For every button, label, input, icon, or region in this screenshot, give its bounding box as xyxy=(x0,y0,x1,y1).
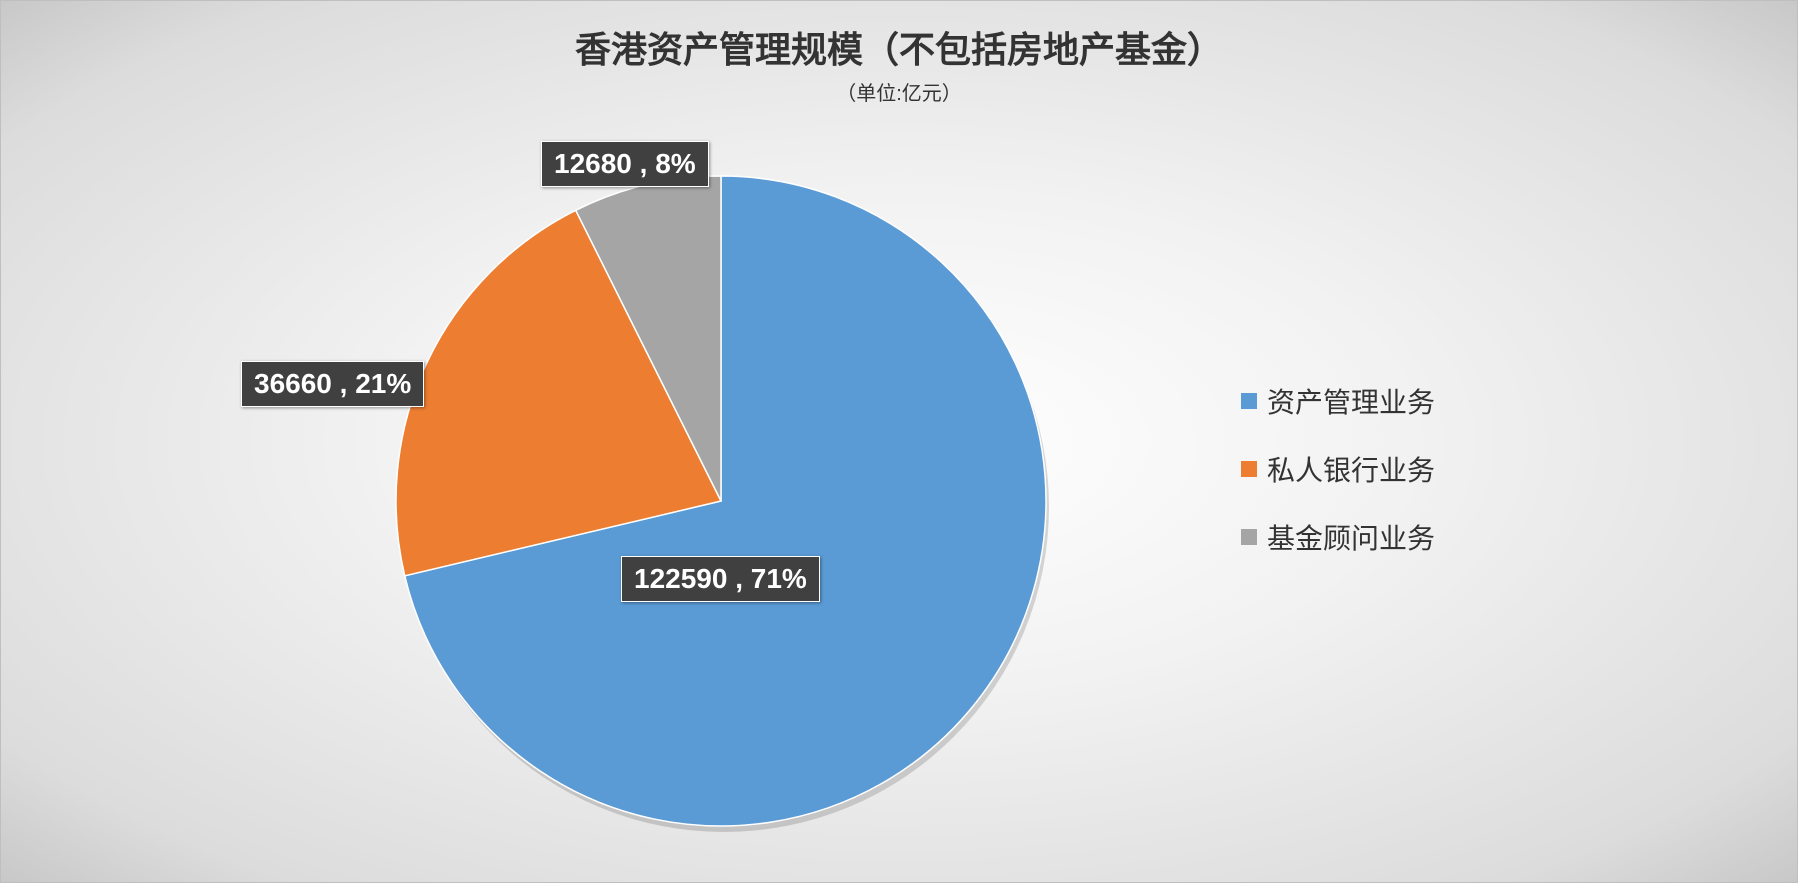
data-label: 36660 , 21% xyxy=(241,361,424,407)
pie-chart xyxy=(1,1,1798,883)
data-label: 122590 , 71% xyxy=(621,556,820,602)
legend-swatch xyxy=(1241,461,1257,477)
legend-swatch xyxy=(1241,529,1257,545)
legend: 资产管理业务私人银行业务基金顾问业务 xyxy=(1241,381,1435,585)
legend-item: 资产管理业务 xyxy=(1241,381,1435,421)
legend-swatch xyxy=(1241,393,1257,409)
legend-item: 私人银行业务 xyxy=(1241,449,1435,489)
legend-item: 基金顾问业务 xyxy=(1241,517,1435,557)
legend-label: 资产管理业务 xyxy=(1267,381,1435,421)
chart-container: 香港资产管理规模（不包括房地产基金） （单位:亿元） 122590 , 71%3… xyxy=(0,0,1798,883)
data-label: 12680 , 8% xyxy=(541,141,709,187)
legend-label: 基金顾问业务 xyxy=(1267,517,1435,557)
legend-label: 私人银行业务 xyxy=(1267,449,1435,489)
